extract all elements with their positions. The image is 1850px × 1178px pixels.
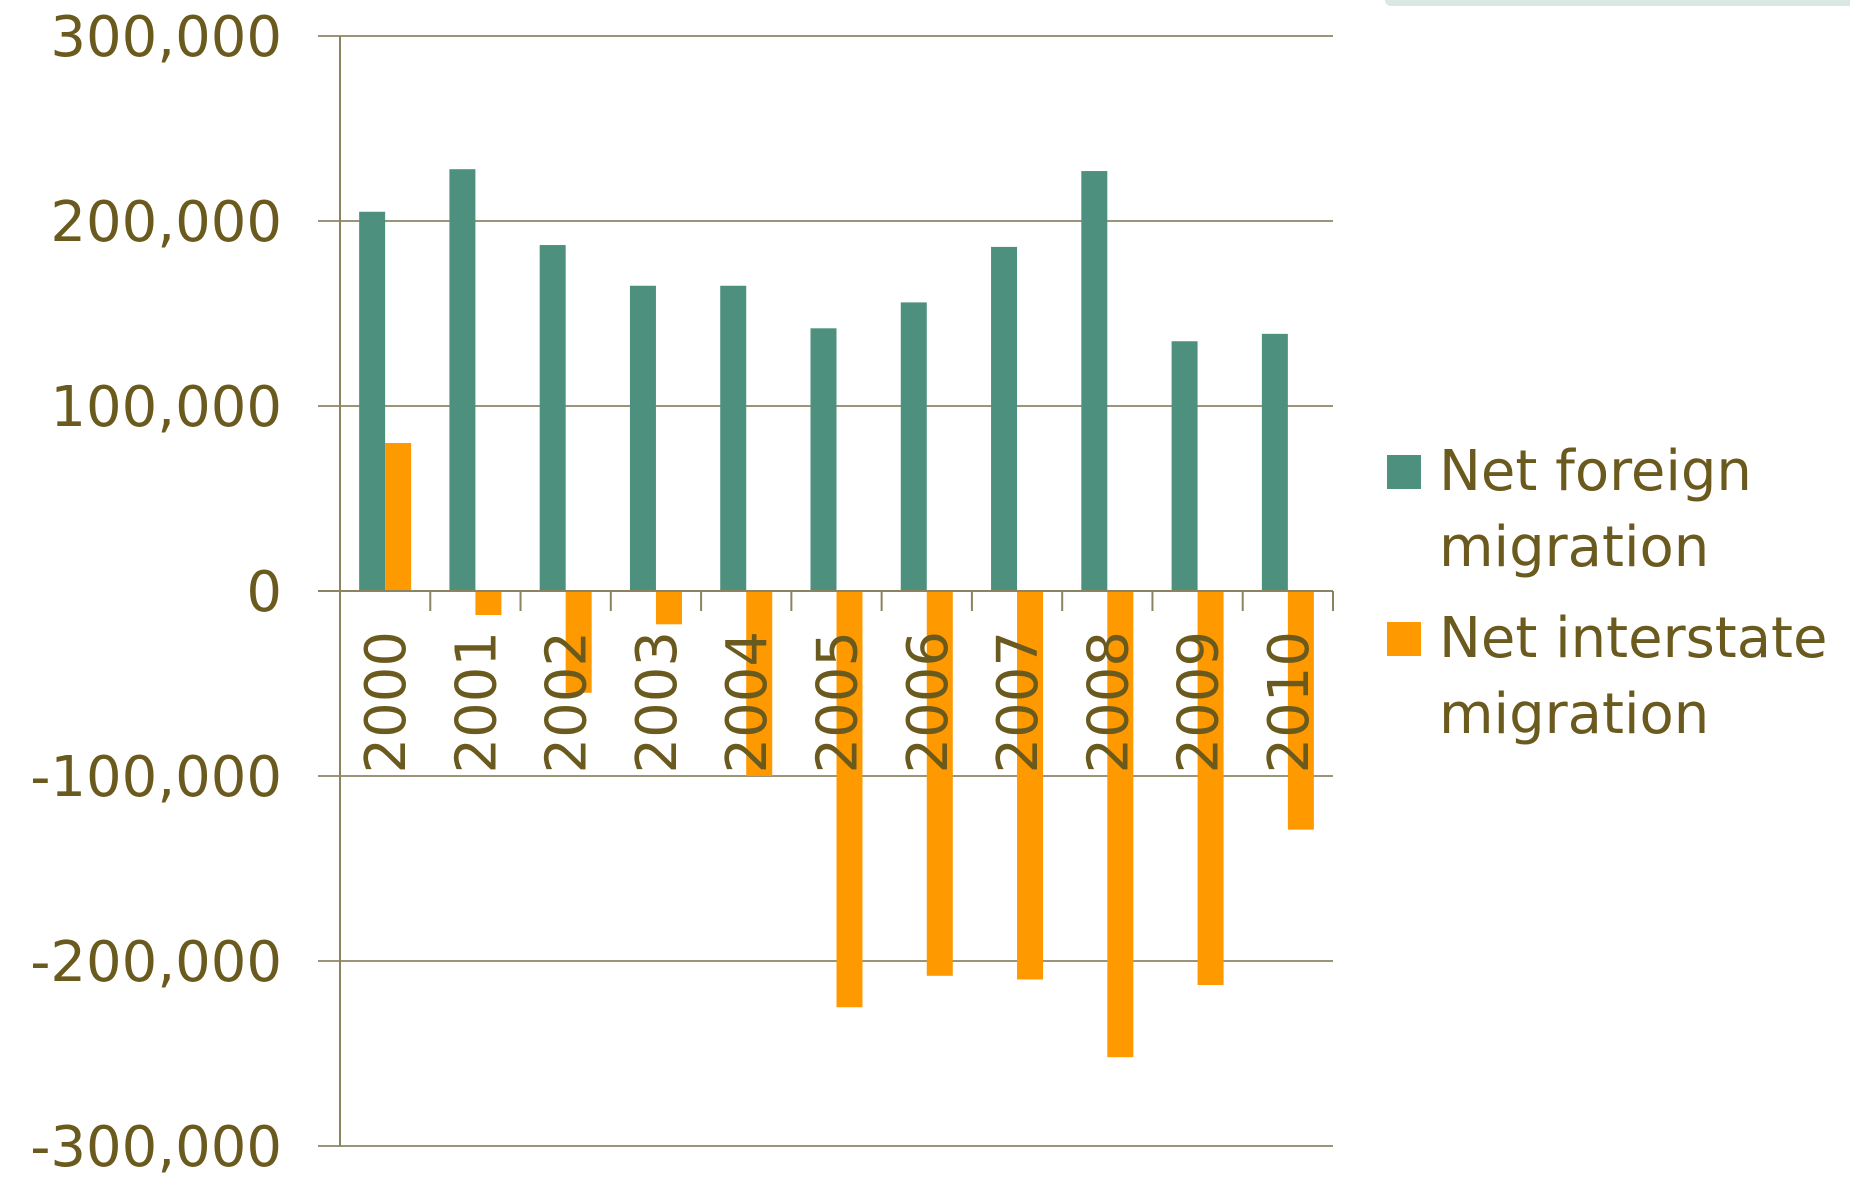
x-tick-label: 2000 [354, 631, 419, 774]
x-tick-labels: 2000 2001 2002 2003 2004 2005 2006 2007 2008 2009… [354, 631, 1322, 774]
legend-swatch-interstate [1387, 622, 1421, 656]
bar-interstate-2009 [1197, 591, 1224, 986]
bar-foreign-2008 [1081, 171, 1108, 592]
axes [318, 36, 1334, 1146]
x-tick-label: 2003 [625, 631, 690, 774]
bar-foreign-2010 [1261, 333, 1288, 591]
bar-foreign-2001 [449, 169, 476, 591]
bar-foreign-2005 [810, 328, 837, 591]
y-tick-label: -300,000 [30, 1115, 282, 1178]
bar-interstate-2006 [926, 591, 953, 976]
y-tick-label: -200,000 [30, 930, 282, 995]
bar-interstate-2003 [655, 591, 682, 625]
legend: Net foreign migration Net interstate migrat… [1387, 439, 1827, 747]
y-tick-label: 100,000 [50, 375, 282, 440]
bar-interstate-2000 [385, 443, 412, 591]
legend-swatch-foreign [1387, 455, 1421, 489]
bar-foreign-2003 [629, 285, 656, 591]
bar-interstate-2005 [836, 591, 863, 1008]
bar-foreign-2002 [539, 245, 566, 592]
bar-interstate-2007 [1017, 591, 1044, 980]
bar-interstate-2010 [1287, 591, 1314, 830]
x-tick-label: 2005 [806, 631, 871, 774]
x-tick-label: 2008 [1076, 631, 1141, 774]
x-tick-label: 2006 [896, 631, 961, 774]
bar-interstate-2008 [1107, 591, 1134, 1058]
bar-interstate-2004 [746, 591, 773, 776]
bar-interstate-2001 [475, 591, 502, 616]
x-tick-label: 2001 [444, 631, 509, 774]
corner-accent [1385, 0, 1850, 6]
x-tick-label: 2009 [1167, 631, 1232, 774]
legend-label-interstate: Net interstate migration [1439, 606, 1827, 747]
bar-foreign-2000 [359, 211, 386, 591]
y-tick-labels: 300,000 200,000 100,000 0 -100,000 -200,000 -3… [30, 5, 282, 1178]
y-tick-label: -100,000 [30, 745, 282, 810]
y-tick-label: 300,000 [50, 5, 282, 70]
bar-foreign-2006 [900, 302, 927, 591]
gridlines [318, 35, 1333, 1147]
bars [359, 169, 1314, 1058]
x-tick-label: 2007 [986, 631, 1051, 774]
x-tick-label: 2002 [535, 631, 600, 774]
x-tick-label: 2010 [1257, 631, 1322, 774]
y-tick-label: 0 [246, 560, 282, 625]
bar-foreign-2007 [991, 246, 1018, 591]
bar-foreign-2009 [1171, 341, 1198, 591]
legend-label-foreign: Net foreign migration [1439, 439, 1752, 580]
x-tick-label: 2004 [715, 631, 780, 774]
bar-interstate-2002 [565, 591, 592, 693]
bar-foreign-2004 [720, 285, 747, 591]
y-tick-label: 200,000 [50, 190, 282, 255]
